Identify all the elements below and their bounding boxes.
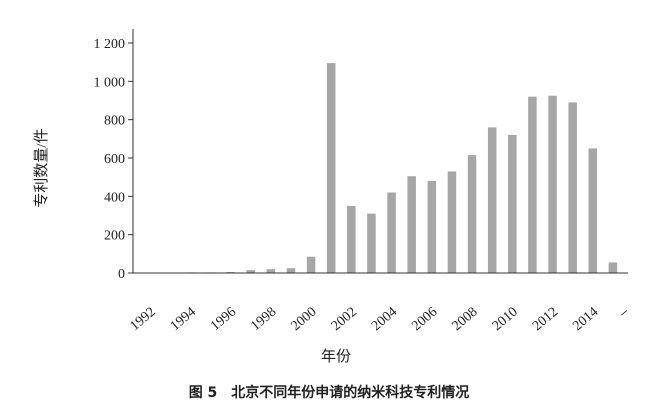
x-tick-label: 1998 [248,305,279,334]
x-tick-label: 2008 [450,305,481,334]
x-tick-label: 2004 [369,305,400,334]
x-tick-label: 2014 [570,305,601,334]
bar-2012 [548,95,557,273]
bar-2015 [608,262,618,273]
bar-1997 [246,270,255,273]
bar-2002 [347,205,356,273]
x-tick-label: 1994 [168,305,199,334]
bar-2006 [427,181,437,273]
x-tick-label: 2012 [530,305,561,334]
x-tick-label: 2010 [490,305,521,334]
x-tick-label: 1996 [208,305,239,334]
x-tick-label: 2002 [329,305,360,334]
bar-2010 [508,135,517,273]
x-axis-title: 年份 [321,348,351,365]
figure-caption: 图 5 北京不同年份申请的纳米科技专利情况 [189,384,470,401]
x-tick-label: 2000 [289,305,320,334]
bar-2003 [367,213,376,273]
bar-2009 [487,127,497,273]
bar-2000 [306,256,316,273]
bar-2011 [528,96,537,274]
x-tick-label: 2006 [409,305,440,334]
y-tick-label: 0 [118,267,125,282]
x-tick-label: – [616,304,633,321]
bar-2013 [568,102,577,274]
bar-2005 [407,176,416,273]
bar-2004 [387,192,396,273]
y-axis: 0 200 400 600 800 1 000 1 200 [94,29,134,282]
y-tick-label: 1 000 [94,75,126,90]
y-tick-label: 200 [104,229,125,244]
bar-2001 [326,63,336,273]
y-tick-label: 600 [104,152,125,167]
x-axis: 1992 1994 1996 1998 2000 2002 2004 2006 2008 2010… [128,272,633,334]
y-axis-title: 专利数量/件 [33,128,50,207]
bar-1999 [286,268,296,273]
y-tick-label: 400 [104,190,125,205]
bar-2008 [467,155,477,273]
y-tick-label: 800 [104,114,125,129]
bar-2014 [588,148,598,273]
bar-1998 [266,269,276,273]
bars-group [145,63,618,274]
x-tick-label: 1992 [128,305,159,334]
y-tick-label: 1 200 [94,37,126,52]
bar-2007 [447,171,457,273]
